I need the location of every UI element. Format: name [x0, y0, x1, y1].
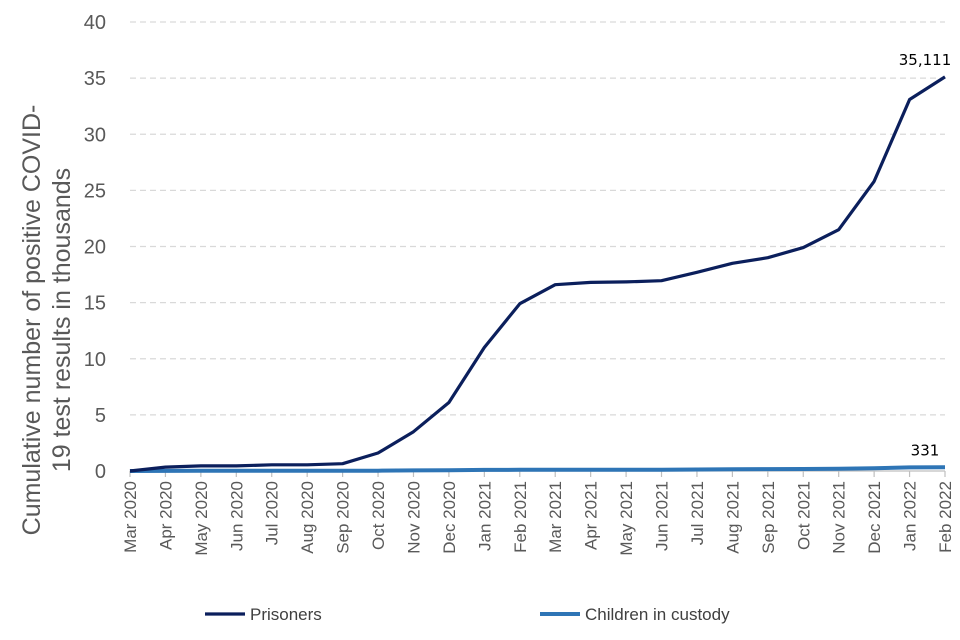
x-tick-label: May 2020 [192, 481, 211, 556]
x-tick-label: Jun 2021 [653, 481, 672, 551]
x-tick-label: Apr 2020 [156, 481, 175, 550]
x-tick-label: Mar 2021 [546, 481, 565, 553]
y-tick-label: 35 [84, 68, 106, 90]
y-axis-label-line: 19 test results in thousands [48, 168, 76, 472]
series-line-prisoners [129, 75, 946, 473]
series-line-children-in-custody [129, 465, 946, 473]
y-tick-label: 0 [95, 461, 106, 483]
x-tick-label: Oct 2020 [369, 481, 388, 550]
x-tick-label: Dec 2020 [440, 481, 459, 554]
y-tick-label: 40 [84, 12, 106, 34]
x-tick-label: Apr 2021 [582, 481, 601, 550]
x-tick-label: Dec 2021 [865, 481, 884, 554]
legend: Prisoners Children in custody [205, 605, 730, 624]
y-axis-ticks: 0 5 10 15 20 25 30 35 40 [84, 12, 106, 483]
x-tick-label: Jul 2020 [263, 481, 282, 545]
y-tick-label: 25 [84, 180, 106, 202]
x-tick-label: Feb 2022 [936, 481, 955, 553]
y-axis-label-line: Cumulative number of positive COVID- [18, 105, 46, 536]
legend-label: Prisoners [250, 605, 322, 624]
x-tick-label: Nov 2021 [830, 481, 849, 554]
x-tick-label: Jun 2020 [227, 481, 246, 551]
y-tick-label: 10 [84, 349, 106, 371]
x-tick-label: May 2021 [617, 481, 636, 556]
x-tick-label: Jul 2021 [688, 481, 707, 545]
x-tick-label: Jan 2022 [901, 481, 920, 551]
series-lines [129, 75, 946, 473]
x-tick-label: Sep 2020 [334, 481, 353, 554]
end-data-label: 331 [911, 441, 940, 459]
gridlines [130, 21, 945, 416]
y-tick-label: 30 [84, 124, 106, 146]
x-tick-label: Mar 2020 [121, 481, 140, 553]
x-tick-label: Oct 2021 [794, 481, 813, 550]
x-tick-label: Sep 2021 [759, 481, 778, 554]
x-tick-label: Nov 2020 [404, 481, 423, 554]
x-tick-label: Feb 2021 [511, 481, 530, 553]
end-data-label: 35,111 [899, 51, 952, 69]
y-tick-label: 20 [84, 237, 106, 259]
legend-label: Children in custody [585, 605, 730, 624]
y-tick-label: 15 [84, 293, 106, 315]
x-tick-label: Jan 2021 [475, 481, 494, 551]
data-labels: 331 35,111 [899, 51, 952, 459]
x-axis-ticks: Mar 2020 Apr 2020 May 2020 Jun 2020 Jul 2020… [121, 481, 955, 556]
x-tick-label: Aug 2021 [723, 481, 742, 554]
y-tick-label: 5 [95, 405, 106, 427]
x-tick-label: Aug 2020 [298, 481, 317, 554]
